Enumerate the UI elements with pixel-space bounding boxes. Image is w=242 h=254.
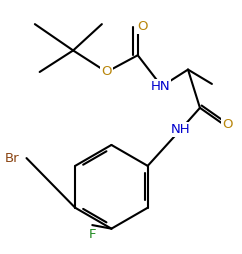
Text: NH: NH	[171, 123, 191, 136]
Text: HN: HN	[151, 80, 170, 93]
Text: O: O	[222, 118, 233, 131]
Text: Br: Br	[5, 152, 19, 165]
Text: O: O	[101, 66, 112, 78]
Text: O: O	[137, 20, 147, 33]
Text: F: F	[89, 228, 96, 241]
